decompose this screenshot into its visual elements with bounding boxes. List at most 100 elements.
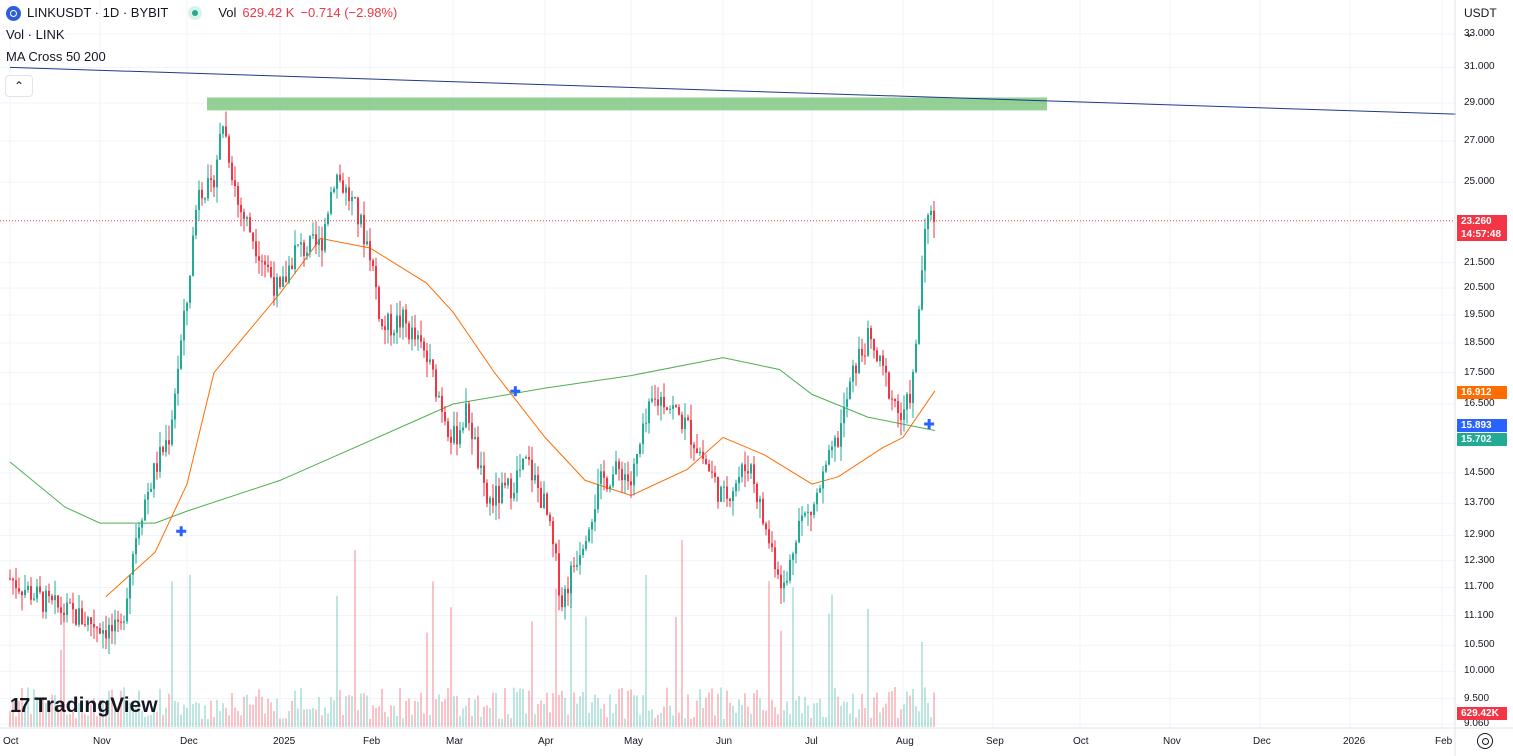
candle-body (324, 223, 326, 251)
volume-bar (354, 550, 356, 727)
candle-body (363, 214, 365, 245)
volume-bar (630, 689, 632, 727)
volume-bar (678, 712, 680, 727)
tradingview-logo[interactable]: 17 TradingView (10, 694, 158, 718)
candle-body (177, 368, 179, 394)
candle-body (345, 187, 347, 193)
volume-bar (912, 688, 914, 727)
volume-bar (297, 708, 299, 727)
volume-bar (99, 699, 101, 727)
volume-bar (516, 692, 518, 727)
candle-body (48, 590, 50, 596)
candle-body (756, 483, 758, 503)
candle-body (138, 527, 140, 539)
legend-ma-cross-indicator[interactable]: MA Cross 50 200 (6, 49, 106, 64)
volume-bar (531, 621, 533, 727)
candle-body (231, 162, 233, 181)
candle-body (207, 178, 209, 199)
candle-body (372, 260, 374, 266)
volume-bar (711, 688, 713, 727)
candle-body (855, 365, 857, 374)
candle-body (108, 624, 110, 639)
candle-body (447, 421, 449, 437)
volume-bar (123, 687, 125, 727)
volume-bar (198, 703, 200, 727)
volume-bar (270, 702, 272, 727)
volume-bar (858, 709, 860, 727)
candle-body (21, 591, 23, 596)
price-tag-value: 16.912 (1461, 387, 1492, 398)
candle-body (213, 179, 215, 188)
volume-bar (21, 687, 23, 727)
candle-body (537, 474, 539, 488)
volume-bar (330, 697, 332, 727)
candle-body (636, 454, 638, 464)
resistance-zone[interactable] (207, 97, 1047, 111)
candle-body (711, 471, 713, 473)
candle-body (405, 309, 407, 324)
candle-body (594, 509, 596, 522)
candle-body (609, 486, 611, 490)
volume-bar (336, 595, 338, 727)
candle-body (876, 350, 878, 362)
volume-bar (228, 715, 230, 727)
candle-body (693, 444, 695, 449)
volume-bar (333, 700, 335, 727)
volume-bar (861, 693, 863, 727)
volume-bar (666, 687, 668, 727)
volume-bar (573, 692, 575, 727)
volume-bar (609, 694, 611, 727)
volume-bar (438, 694, 440, 727)
ma50-path (105, 237, 936, 598)
legend-symbol-row[interactable]: LINKUSDT · 1D · BYBIT Vol 629.42 K −0.71… (6, 2, 397, 24)
volume-bar (876, 692, 878, 727)
volume-bar (525, 713, 527, 727)
currency-selector[interactable]: USDT ⌄ (1456, 3, 1508, 40)
candle-body (471, 422, 473, 440)
volume-bar (504, 688, 506, 727)
legend-collapse-button[interactable]: ⌃ (5, 75, 33, 97)
candle-body (567, 588, 569, 594)
candle-body (75, 609, 77, 625)
volume-bar (360, 693, 362, 727)
candle-body (27, 585, 29, 590)
chevron-up-icon: ⌃ (13, 79, 25, 93)
volume-bar (597, 698, 599, 727)
volume-bar (471, 716, 473, 727)
volume-bar (474, 699, 476, 727)
volume-bar (837, 696, 839, 727)
volume-bar (402, 718, 404, 727)
candle-body (111, 624, 113, 632)
volume-bar (681, 540, 683, 727)
candle-body (264, 261, 266, 265)
candle-body (66, 602, 68, 615)
volume-bar (156, 711, 158, 727)
volume-bar (117, 706, 119, 727)
volume-bar (273, 711, 275, 727)
candle-body (516, 470, 518, 493)
candle-body (390, 313, 392, 336)
settings-gear-icon[interactable] (1477, 733, 1493, 749)
trendline[interactable] (9, 66, 1457, 115)
volume-bar (132, 711, 134, 727)
volume-bar (723, 718, 725, 727)
legend-symbol[interactable]: LINKUSDT · 1D · BYBIT (27, 5, 169, 20)
price-axis-label: 33.000 (1464, 28, 1495, 39)
volume-bar (420, 692, 422, 727)
legend-volume-indicator[interactable]: Vol · LINK (6, 27, 65, 42)
volume-bar (594, 694, 596, 727)
candle-body (732, 491, 734, 502)
volume-bar (381, 688, 383, 727)
candle-body (783, 582, 785, 589)
volume-bar (561, 690, 563, 727)
volume-bar (294, 690, 296, 727)
candle-body (528, 456, 530, 460)
volume-bar (9, 711, 11, 727)
volume-bar (588, 712, 590, 727)
volume-bar (480, 716, 482, 727)
candle-body (891, 398, 893, 400)
candle-body (9, 578, 11, 580)
volume-bar (564, 697, 566, 727)
